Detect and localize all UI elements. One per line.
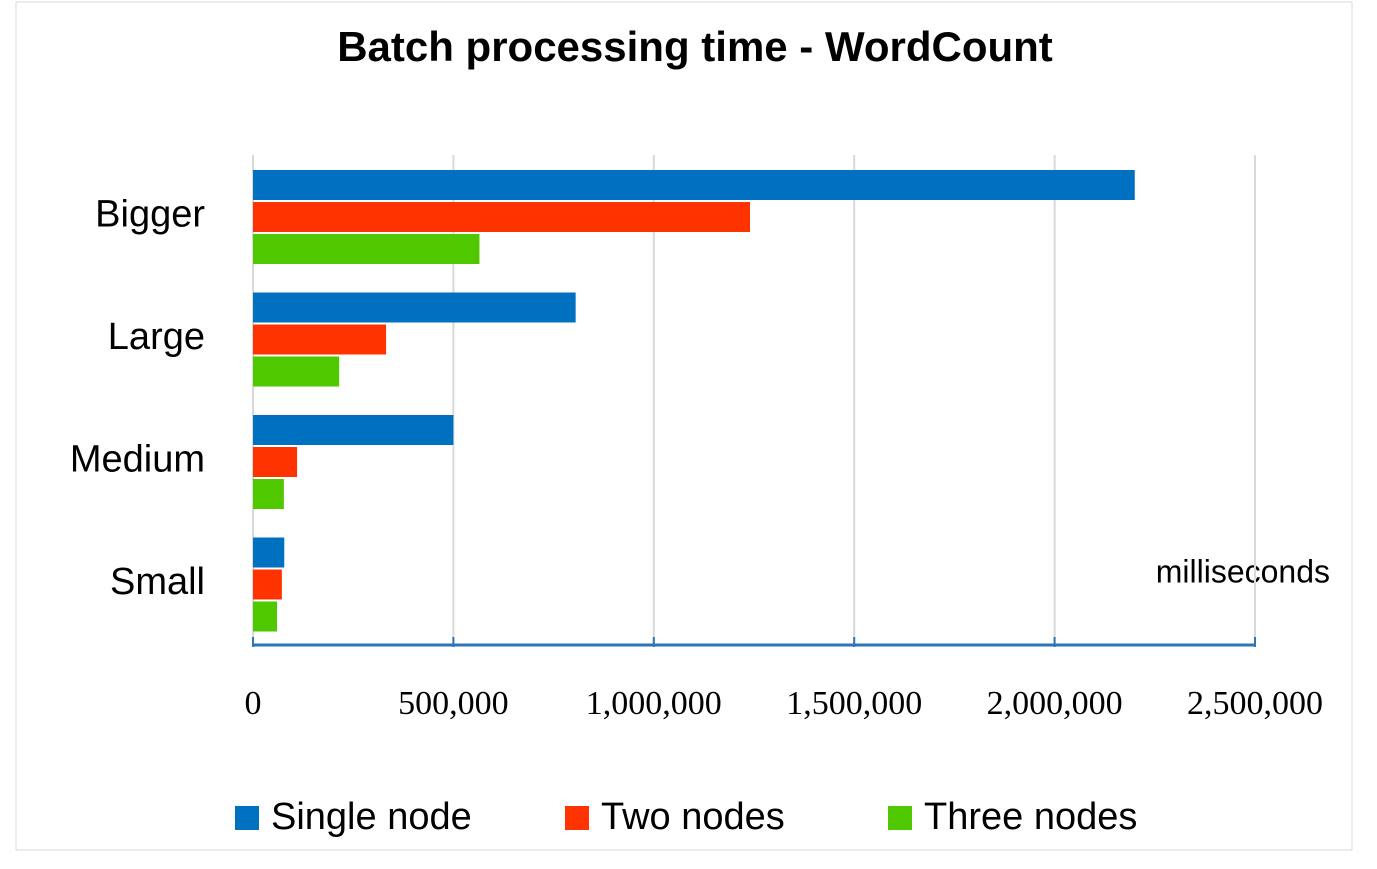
x-tick-label: 500,000 — [398, 685, 509, 722]
chart-border — [15, 1, 1353, 851]
axis-annotation: milliseconds — [1156, 553, 1330, 589]
bar — [253, 170, 1135, 200]
x-tick-label: 1,000,000 — [586, 685, 722, 722]
x-tick-label: 2,500,000 — [1187, 685, 1323, 722]
bar — [253, 415, 454, 445]
bar — [253, 324, 387, 355]
legend-swatch — [565, 806, 589, 830]
bar — [253, 479, 284, 509]
legend-label: Two nodes — [601, 796, 785, 838]
bar — [253, 569, 282, 600]
x-tick-label: 1,500,000 — [786, 685, 922, 722]
y-tick-label: Large — [108, 316, 205, 358]
legend-swatch — [235, 806, 259, 830]
legend-swatch — [888, 806, 912, 830]
bar — [253, 537, 285, 568]
bar — [253, 292, 576, 323]
bar — [253, 601, 278, 632]
bar — [253, 447, 298, 477]
legend-label: Single node — [271, 796, 472, 838]
bar — [253, 202, 750, 232]
x-tick-label: 0 — [245, 685, 262, 722]
y-tick-label: Medium — [70, 438, 205, 480]
bar — [253, 234, 480, 264]
y-tick-label: Small — [110, 561, 205, 603]
chart-title: Batch processing time - WordCount — [337, 23, 1053, 70]
y-tick-label: Bigger — [95, 193, 205, 235]
x-tick-label: 2,000,000 — [987, 685, 1123, 722]
legend-label: Three nodes — [924, 796, 1137, 838]
bar — [253, 356, 340, 387]
